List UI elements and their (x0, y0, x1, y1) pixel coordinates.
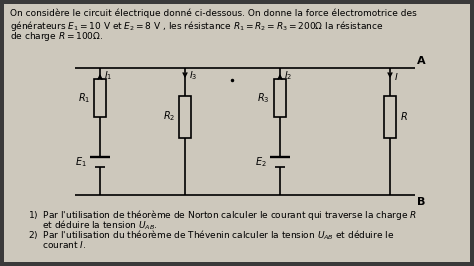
FancyBboxPatch shape (4, 4, 470, 262)
Text: générateurs $E_1 = 10$ V et $E_2 = 8$ V , les résistance $R_1 = R_2 =  R_3 = 200: générateurs $E_1 = 10$ V et $E_2 = 8$ V … (10, 19, 383, 33)
Text: courant $I$.: courant $I$. (28, 239, 86, 250)
Bar (94, 80, 106, 118)
Text: $E_2$: $E_2$ (255, 155, 267, 169)
Text: $I$: $I$ (394, 70, 399, 81)
Text: et déduire la tension $U_{AB}$.: et déduire la tension $U_{AB}$. (28, 218, 158, 231)
Text: de charge $R = 100\Omega$.: de charge $R = 100\Omega$. (10, 30, 103, 43)
Text: $E_1$: $E_1$ (75, 155, 87, 169)
Text: 1)  Par l'utilisation de théorème de Norton calculer le courant qui traverse la : 1) Par l'utilisation de théorème de Nort… (28, 208, 417, 222)
Text: $I_3$: $I_3$ (189, 70, 198, 82)
Bar (384, 95, 396, 138)
Text: $I_2$: $I_2$ (284, 70, 292, 82)
Text: $I_1$: $I_1$ (104, 70, 112, 82)
Text: $R_2$: $R_2$ (163, 110, 175, 123)
Bar (274, 80, 286, 118)
Text: 2)  Par l'utilisation du théorème de Thévenin calculer la tension $U_{AB}$ et dé: 2) Par l'utilisation du théorème de Thév… (28, 229, 394, 243)
Bar (179, 95, 191, 138)
Text: B: B (417, 197, 425, 207)
Text: A: A (417, 56, 426, 66)
Text: On considère le circuit électrique donné ci-dessous. On donne la force électromo: On considère le circuit électrique donné… (10, 8, 417, 18)
Text: $R$: $R$ (400, 110, 408, 123)
Text: $R_3$: $R_3$ (257, 92, 270, 105)
Text: $R_1$: $R_1$ (78, 92, 90, 105)
